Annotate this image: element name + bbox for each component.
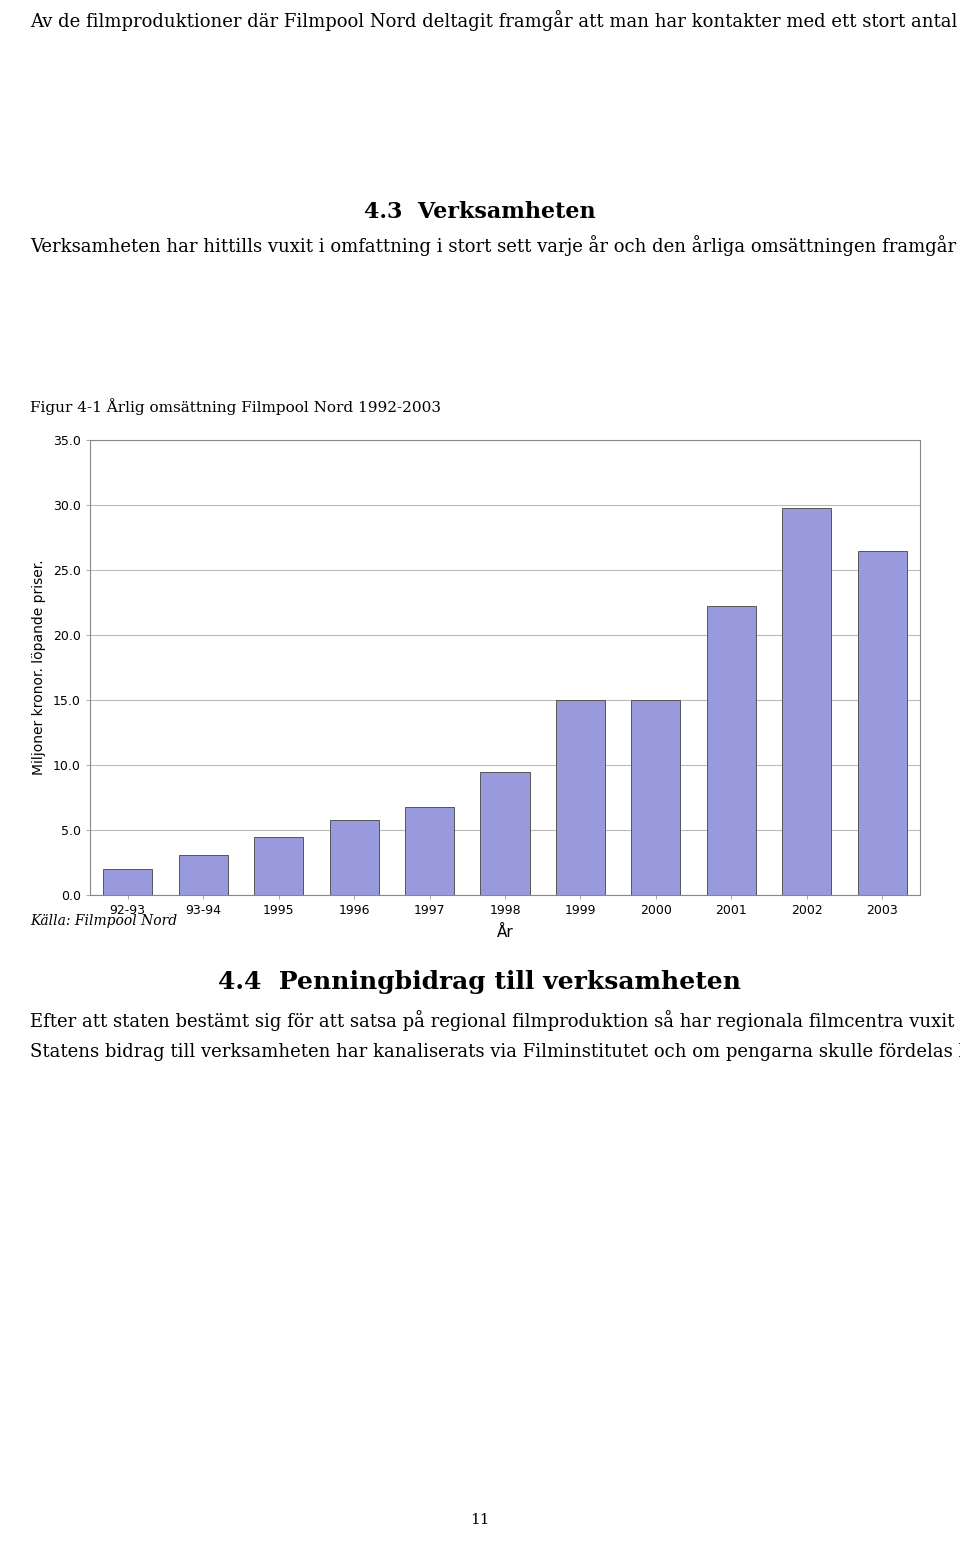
X-axis label: År: År <box>496 926 514 940</box>
Text: Källa: Filmpool Nord: Källa: Filmpool Nord <box>30 913 178 927</box>
Bar <box>329 819 378 895</box>
Bar <box>104 869 153 895</box>
Bar <box>179 855 228 895</box>
Bar <box>782 508 831 895</box>
Bar <box>632 701 681 895</box>
Y-axis label: Miljoner kronor. löpande priser.: Miljoner kronor. löpande priser. <box>32 560 46 775</box>
Bar <box>405 807 454 895</box>
Text: 11: 11 <box>470 1512 490 1528</box>
Text: Verksamheten har hittills vuxit i omfattning i stort sett varje år och den årlig: Verksamheten har hittills vuxit i omfatt… <box>30 235 960 256</box>
Text: Efter att staten bestämt sig för att satsa på regional filmproduktion så har reg: Efter att staten bestämt sig för att sat… <box>30 1011 960 1062</box>
Bar <box>480 772 530 895</box>
Text: 4.4  Penningbidrag till verksamheten: 4.4 Penningbidrag till verksamheten <box>219 971 741 995</box>
Bar <box>707 606 756 895</box>
Bar <box>556 701 605 895</box>
Bar <box>857 551 907 895</box>
Text: Av de filmproduktioner där Filmpool Nord deltagit framgår att man har kontakter : Av de filmproduktioner där Filmpool Nord… <box>30 9 960 31</box>
Text: Figur 4-1 Årlig omsättning Filmpool Nord 1992-2003: Figur 4-1 Årlig omsättning Filmpool Nord… <box>30 398 441 415</box>
Text: 4.3  Verksamheten: 4.3 Verksamheten <box>364 202 596 224</box>
Bar <box>254 836 303 895</box>
